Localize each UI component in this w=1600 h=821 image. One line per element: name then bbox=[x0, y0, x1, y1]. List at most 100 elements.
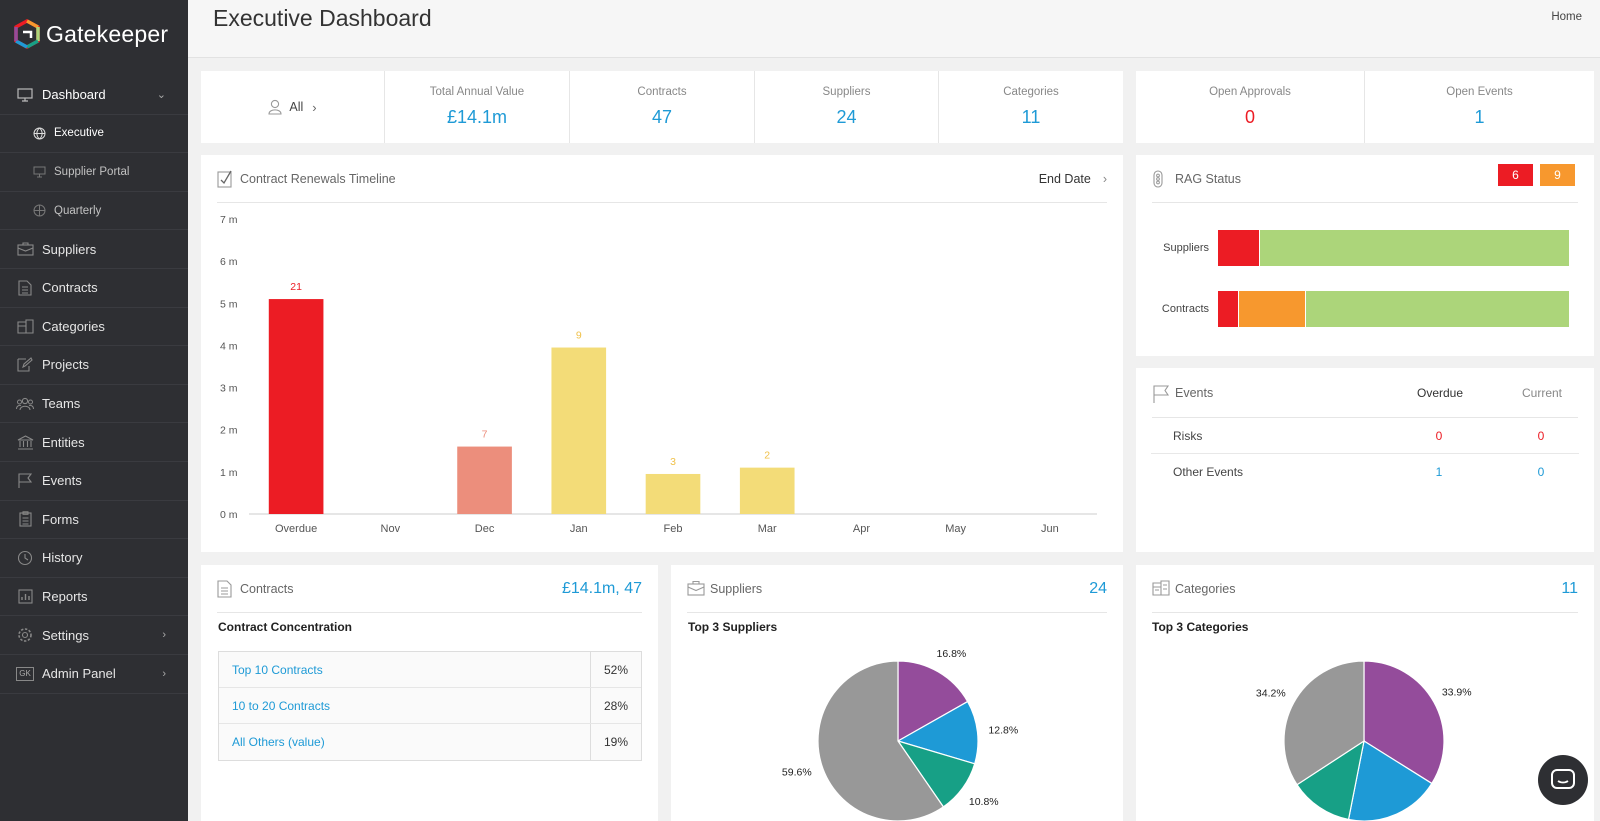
bar[interactable] bbox=[268, 299, 324, 514]
categories-count[interactable]: 11 bbox=[1561, 579, 1578, 597]
briefcase-icon bbox=[16, 241, 34, 257]
rag-segment-red bbox=[1218, 291, 1240, 327]
flag-icon bbox=[1152, 384, 1170, 403]
sidebar-item-projects[interactable]: Projects bbox=[0, 346, 188, 385]
10-to-20-contracts-link[interactable]: 10 to 20 Contracts bbox=[219, 688, 591, 723]
sidebar-item-label: Settings bbox=[42, 627, 89, 643]
brand[interactable]: Gatekeeper bbox=[0, 0, 188, 68]
contract-concentration-title: Contract Concentration bbox=[218, 620, 353, 634]
sidebar-item-dashboard[interactable]: Dashboard ⌄ bbox=[0, 76, 188, 115]
concentration-value: 28% bbox=[603, 698, 629, 713]
sidebar-item-label: Forms bbox=[42, 511, 79, 527]
sidebar-item-events[interactable]: Events bbox=[0, 462, 188, 501]
pie-label: 12.8% bbox=[988, 724, 1018, 736]
events-row-risks[interactable]: Risks 0 0 bbox=[1151, 418, 1579, 454]
chat-button[interactable] bbox=[1538, 755, 1588, 805]
checkbox-icon bbox=[217, 170, 235, 188]
flag-icon bbox=[16, 473, 34, 489]
sidebar-item-label: Reports bbox=[42, 589, 88, 605]
rag-row-label: Contracts bbox=[1161, 303, 1209, 315]
sidebar-item-reports[interactable]: Reports bbox=[0, 578, 188, 617]
suppliers-count[interactable]: 24 bbox=[1089, 579, 1107, 597]
top-suppliers-title: Top 3 Suppliers bbox=[688, 620, 778, 634]
bar[interactable] bbox=[457, 446, 512, 514]
stat-open-approvals[interactable]: Open Approvals 0 bbox=[1136, 71, 1364, 143]
stat-total-annual-value[interactable]: Total Annual Value £14.1m bbox=[384, 71, 569, 143]
pie-slice[interactable] bbox=[1296, 739, 1365, 821]
renewals-bar-chart: 0 m 1 m 2 m 3 m 4 m 5 m 6 m 7 m 21 Overdue Nov 7 Dec… bbox=[220, 214, 1097, 535]
bar[interactable] bbox=[645, 473, 701, 514]
sidebar-item-supplier-portal[interactable]: Supplier Portal bbox=[0, 153, 188, 192]
bar[interactable] bbox=[551, 347, 607, 514]
table-row: All Others (value) 19% bbox=[219, 724, 641, 760]
sort-selector[interactable]: End Date › bbox=[1039, 172, 1107, 186]
stat-open-events[interactable]: Open Events 1 bbox=[1364, 71, 1594, 143]
categories-title: Categories bbox=[1175, 581, 1236, 596]
sidebar-item-label: Supplier Portal bbox=[54, 165, 130, 178]
stat-contracts[interactable]: Contracts 47 bbox=[569, 71, 754, 143]
stat-label: Total Annual Value bbox=[429, 86, 525, 98]
rag-stacked-bar bbox=[1218, 291, 1569, 327]
rag-row-contracts[interactable]: Contracts bbox=[1152, 291, 1569, 327]
data-label: 9 bbox=[576, 330, 582, 342]
sidebar-item-entities[interactable]: Entities bbox=[0, 423, 188, 462]
pie-slice[interactable] bbox=[896, 700, 979, 765]
events-row-other[interactable]: Other Events 1 0 bbox=[1151, 454, 1579, 490]
sidebar-item-settings[interactable]: Settings › bbox=[0, 616, 188, 655]
chevron-right-icon: › bbox=[162, 629, 166, 642]
contracts-summary[interactable]: £14.1m, 47 bbox=[561, 579, 642, 597]
sidebar-item-history[interactable]: History bbox=[0, 539, 188, 578]
x-tick-label: Jun bbox=[1041, 523, 1059, 535]
y-tick-label: 7 m bbox=[220, 214, 238, 226]
rag-red-badge[interactable]: 6 bbox=[1498, 164, 1533, 186]
sidebar-item-quarterly[interactable]: Quarterly bbox=[0, 192, 188, 231]
sidebar-item-forms[interactable]: Forms bbox=[0, 501, 188, 540]
sidebar-item-label: Events bbox=[42, 473, 82, 489]
sidebar-item-categories[interactable]: Categories bbox=[0, 308, 188, 347]
rag-title: RAG Status bbox=[1175, 171, 1241, 186]
sidebar-item-label: Executive bbox=[54, 127, 104, 140]
sidebar-item-admin-panel[interactable]: GK Admin Panel › bbox=[0, 655, 188, 694]
stat-value: 0 bbox=[1244, 107, 1255, 127]
sidebar-item-executive[interactable]: Executive bbox=[0, 115, 188, 154]
sidebar-item-label: Suppliers bbox=[42, 241, 97, 257]
sidebar-item-label: History bbox=[42, 550, 83, 566]
sidebar-item-teams[interactable]: Teams bbox=[0, 385, 188, 424]
approvals-card: Open Approvals 0 Open Events 1 bbox=[1136, 71, 1594, 143]
y-tick-label: 2 m bbox=[220, 425, 238, 437]
bar[interactable] bbox=[739, 467, 795, 514]
user-icon bbox=[268, 99, 282, 115]
suppliers-pie-chart: 16.8% 12.8% 10.8% 59.6% bbox=[782, 648, 1018, 821]
sort-label: End Date bbox=[1038, 171, 1091, 186]
top-10-contracts-link[interactable]: Top 10 Contracts bbox=[219, 652, 591, 687]
pie-slice[interactable] bbox=[1347, 740, 1433, 821]
sidebar-item-contracts[interactable]: Contracts bbox=[0, 269, 188, 308]
sidebar: Gatekeeper Dashboard ⌄ Executive Supplie… bbox=[0, 0, 188, 821]
categories-pie-chart: 33.9%19.2%12.7%34.2% bbox=[1256, 660, 1472, 821]
pie-slice[interactable] bbox=[1283, 660, 1365, 786]
rag-header: RAG Status bbox=[1152, 155, 1578, 203]
y-tick-label: 0 m bbox=[220, 509, 238, 521]
sidebar-item-suppliers[interactable]: Suppliers bbox=[0, 230, 188, 269]
stat-value: 24 bbox=[836, 107, 857, 127]
rag-segment-amber bbox=[1239, 291, 1306, 327]
filter-label: All bbox=[289, 100, 304, 114]
globe-icon bbox=[32, 204, 47, 218]
y-tick-label: 1 m bbox=[220, 467, 238, 479]
stat-label: Open Approvals bbox=[1209, 86, 1291, 98]
data-label: 2 bbox=[764, 450, 770, 462]
filter-selector[interactable]: All › bbox=[201, 71, 384, 143]
stat-label: Contracts bbox=[637, 86, 687, 98]
event-overdue: 0 bbox=[1435, 428, 1443, 443]
stats-card: All › Total Annual Value £14.1m Contract… bbox=[201, 71, 1123, 143]
all-others-link[interactable]: All Others (value) bbox=[219, 724, 591, 760]
sidebar-item-label: Entities bbox=[42, 434, 85, 450]
pie-slice[interactable] bbox=[897, 660, 969, 743]
breadcrumb[interactable]: Home bbox=[1551, 11, 1582, 23]
rag-amber-badge[interactable]: 9 bbox=[1540, 164, 1575, 186]
rag-row-suppliers[interactable]: Suppliers bbox=[1152, 230, 1569, 266]
stat-suppliers[interactable]: Suppliers 24 bbox=[754, 71, 938, 143]
gear-icon bbox=[16, 627, 34, 643]
stat-categories[interactable]: Categories 11 bbox=[938, 71, 1123, 143]
page-title: Executive Dashboard bbox=[213, 5, 432, 31]
